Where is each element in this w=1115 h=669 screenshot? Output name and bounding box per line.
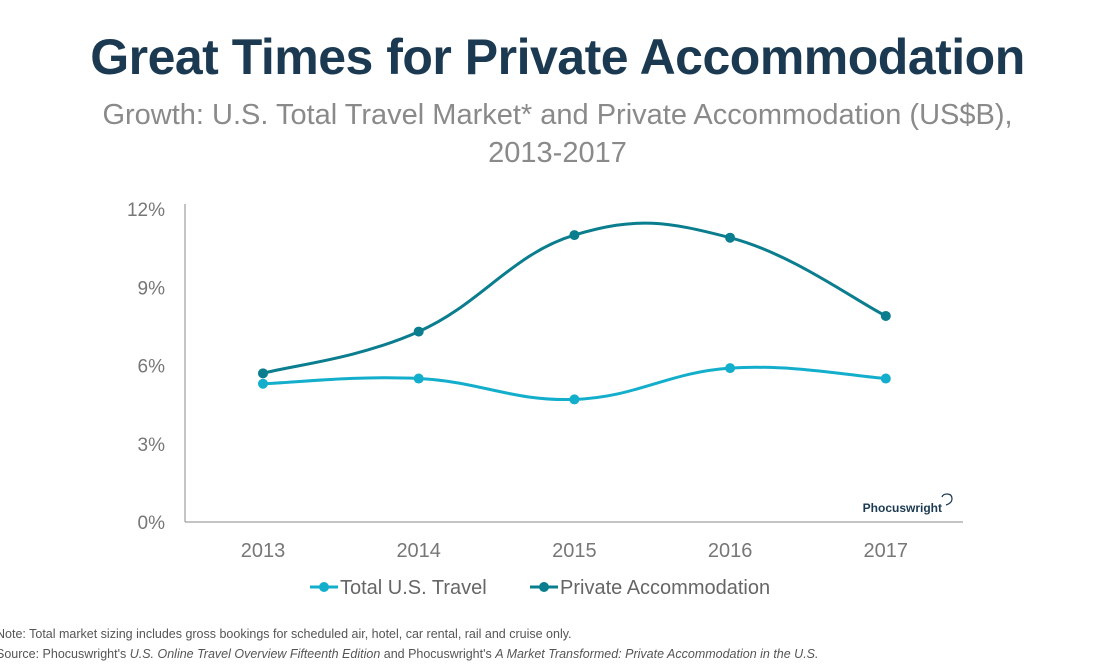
x-tick-label: 2013: [241, 540, 286, 562]
x-tick-label: 2015: [552, 540, 597, 562]
legend-label: Private Accommodation: [560, 577, 770, 599]
source-title-2: A Market Transformed: Private Accommodat…: [495, 647, 819, 661]
chart-subtitle: Growth: U.S. Total Travel Market* and Pr…: [0, 96, 1115, 172]
logo-icon: [941, 493, 953, 506]
data-point: [880, 310, 891, 321]
source-mid: and Phocuswright's: [380, 647, 496, 661]
y-tick-label: 3%: [138, 435, 166, 456]
watermark-logo: Phocuswright: [863, 501, 942, 515]
data-point: [258, 368, 268, 379]
data-point: [569, 230, 580, 241]
legend-label: Total U.S. Travel: [340, 577, 487, 599]
data-point: [569, 394, 580, 405]
data-point: [258, 378, 268, 389]
legend-marker: [319, 582, 329, 592]
subtitle-line-2: 2013-2017: [488, 137, 627, 169]
data-point: [725, 363, 736, 374]
footnote: Note: Total market sizing includes gross…: [0, 627, 572, 641]
chart-title: Great Times for Private Accommodation: [90, 29, 1025, 85]
y-tick-label: 6%: [138, 357, 166, 378]
x-tick-label: 2014: [396, 540, 441, 562]
series-line: [262, 221, 887, 375]
data-point: [880, 373, 891, 384]
data-point: [413, 373, 424, 384]
data-point: [413, 326, 424, 337]
data-point: [725, 232, 736, 243]
y-tick-label: 9%: [138, 278, 166, 299]
x-tick-label: 2017: [864, 540, 909, 562]
y-tick-label: 12%: [127, 200, 165, 221]
subtitle-line-1: Growth: U.S. Total Travel Market* and Pr…: [102, 99, 1013, 131]
legend-marker: [539, 582, 549, 592]
x-tick-label: 2016: [708, 540, 753, 562]
source-note: Source: Phocuswright's U.S. Online Trave…: [0, 647, 819, 661]
source-prefix: Source: Phocuswright's: [0, 647, 130, 661]
source-title-1: U.S. Online Travel Overview Fifteenth Ed…: [129, 647, 381, 661]
y-tick-label: 0%: [138, 513, 166, 534]
